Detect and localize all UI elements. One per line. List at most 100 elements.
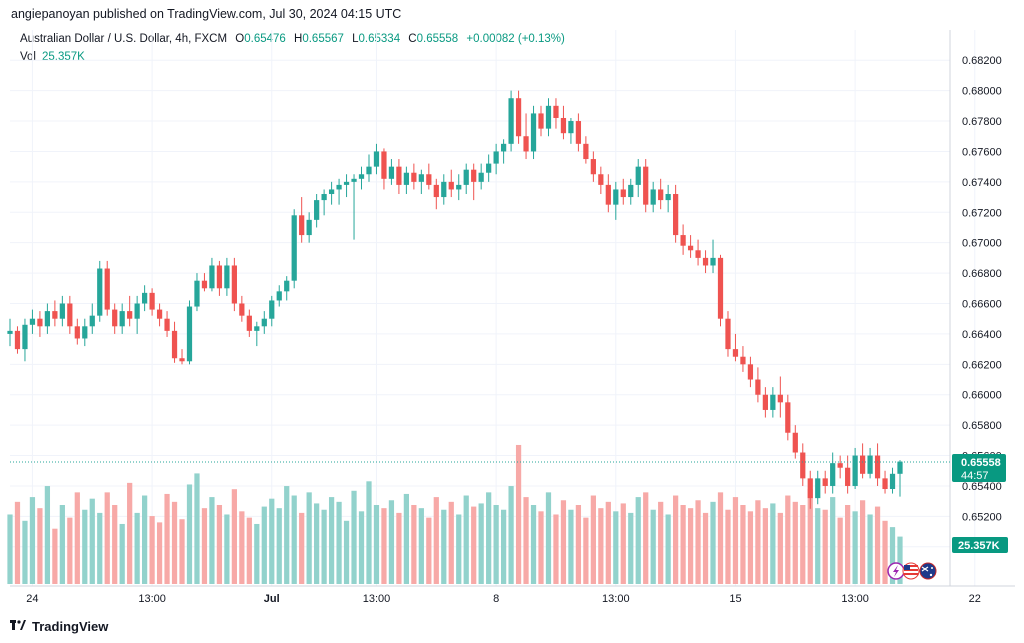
- candle-body: [276, 291, 282, 301]
- candle-body: [59, 303, 65, 319]
- volume-bar: [710, 501, 716, 584]
- candle-body: [261, 318, 267, 327]
- candle-body: [792, 432, 798, 453]
- candle-body: [418, 174, 424, 182]
- volume-bar: [59, 505, 65, 584]
- candle-body: [37, 318, 43, 327]
- candle-body: [194, 280, 200, 307]
- high-value: 0.65567: [302, 33, 344, 45]
- tradingview-footer[interactable]: TradingView: [10, 619, 108, 634]
- volume-bar: [171, 501, 178, 584]
- price-tick-label: 0.65800: [962, 420, 1002, 432]
- volume-bar: [680, 505, 686, 584]
- volume-bar: [478, 503, 484, 584]
- volume-bar: [299, 512, 305, 584]
- volume-bar: [7, 514, 13, 584]
- time-tick-label: 13:00: [363, 593, 391, 605]
- candle-body: [82, 326, 88, 339]
- candle-body: [732, 349, 739, 357]
- bar-countdown: 44:57: [961, 470, 989, 482]
- candle-body: [725, 318, 731, 350]
- volume-bar: [127, 482, 133, 584]
- volume-bar: [254, 523, 260, 584]
- lightning-icon[interactable]: [887, 562, 905, 580]
- event-icons[interactable]: [887, 562, 937, 580]
- candle-body: [89, 315, 95, 327]
- volume-bar: [231, 489, 237, 584]
- last-price-tag: [952, 453, 1006, 482]
- candle-body: [583, 143, 589, 160]
- candle-body: [695, 250, 701, 258]
- volume-bar: [179, 519, 185, 584]
- volume-bars: [7, 444, 903, 584]
- price-axis[interactable]: 0.68200 0.68000 0.67800 0.67600 0.67400 0.672…: [962, 55, 1002, 554]
- australia-flag-icon[interactable]: [919, 562, 937, 580]
- volume-bar: [89, 498, 95, 584]
- volume-bar: [82, 509, 88, 584]
- candle-body: [426, 174, 432, 185]
- low-value: 0.65334: [358, 33, 401, 45]
- volume-label: 25.357K: [952, 537, 1008, 553]
- candle-body: [239, 303, 245, 316]
- volume-bar: [635, 497, 641, 584]
- price-tick-label: 0.66600: [962, 299, 1002, 311]
- volume-bar: [837, 517, 843, 584]
- volume-bar: [194, 473, 200, 584]
- candle-body: [859, 455, 866, 474]
- volume-bar: [867, 514, 873, 584]
- candle-body: [560, 117, 567, 134]
- candle-body: [643, 166, 649, 205]
- candle-body: [209, 265, 215, 289]
- volume-bar: [493, 505, 499, 584]
- time-tick-label: 8: [493, 593, 499, 605]
- us-flag-icon[interactable]: [902, 562, 920, 580]
- volume-bar: [643, 492, 649, 584]
- change-value: +0.00082 (+0.13%): [466, 33, 565, 45]
- volume-bar: [433, 497, 439, 584]
- time-tick-label: 15: [729, 593, 741, 605]
- candle-body: [837, 463, 843, 468]
- volume-bar: [740, 505, 746, 584]
- volume-bar: [104, 492, 110, 584]
- volume-bar: [112, 505, 118, 584]
- volume-bar: [67, 517, 73, 584]
- time-axis[interactable]: 2413:00Jul13:00813:001513:002213:002913:…: [26, 593, 1024, 605]
- volume-bar: [815, 508, 821, 584]
- candle-body: [291, 215, 297, 281]
- candle-body: [441, 181, 447, 198]
- candle-body: [224, 265, 230, 289]
- volume-bar: [224, 514, 230, 584]
- candle-body: [538, 113, 544, 129]
- candle-body: [171, 330, 178, 359]
- candle-body: [358, 174, 365, 179]
- candle-body: [52, 311, 58, 319]
- candle-body: [523, 136, 529, 152]
- volume-tag-value: 25.357K: [958, 540, 1000, 552]
- candle-body: [815, 478, 821, 499]
- volume-bar: [598, 508, 604, 584]
- candle-body: [665, 194, 671, 201]
- candle-body: [867, 455, 873, 474]
- candle-body: [807, 478, 813, 499]
- tradingview-brand: TradingView: [32, 619, 109, 634]
- candle-body: [388, 166, 395, 179]
- volume-bar: [276, 508, 282, 584]
- volume-bar: [411, 505, 417, 584]
- volume-bar: [785, 495, 791, 584]
- symbol-title[interactable]: Australian Dollar / U.S. Dollar, 4h, FXC…: [20, 33, 228, 45]
- candle-body: [673, 194, 679, 236]
- candle-body: [740, 356, 746, 365]
- price-tick-label: 0.66200: [962, 359, 1002, 371]
- candle-body: [67, 303, 73, 327]
- price-tick-label: 0.67400: [962, 177, 1002, 189]
- candle-body: [149, 292, 155, 310]
- volume-bar: [381, 508, 387, 584]
- volume-bar: [396, 512, 402, 584]
- volume-bar: [725, 509, 731, 584]
- volume-bar: [605, 501, 611, 584]
- volume-bar: [164, 493, 170, 584]
- candle-body: [373, 151, 380, 167]
- volume-bar: [882, 520, 888, 584]
- volume-bar: [852, 511, 858, 584]
